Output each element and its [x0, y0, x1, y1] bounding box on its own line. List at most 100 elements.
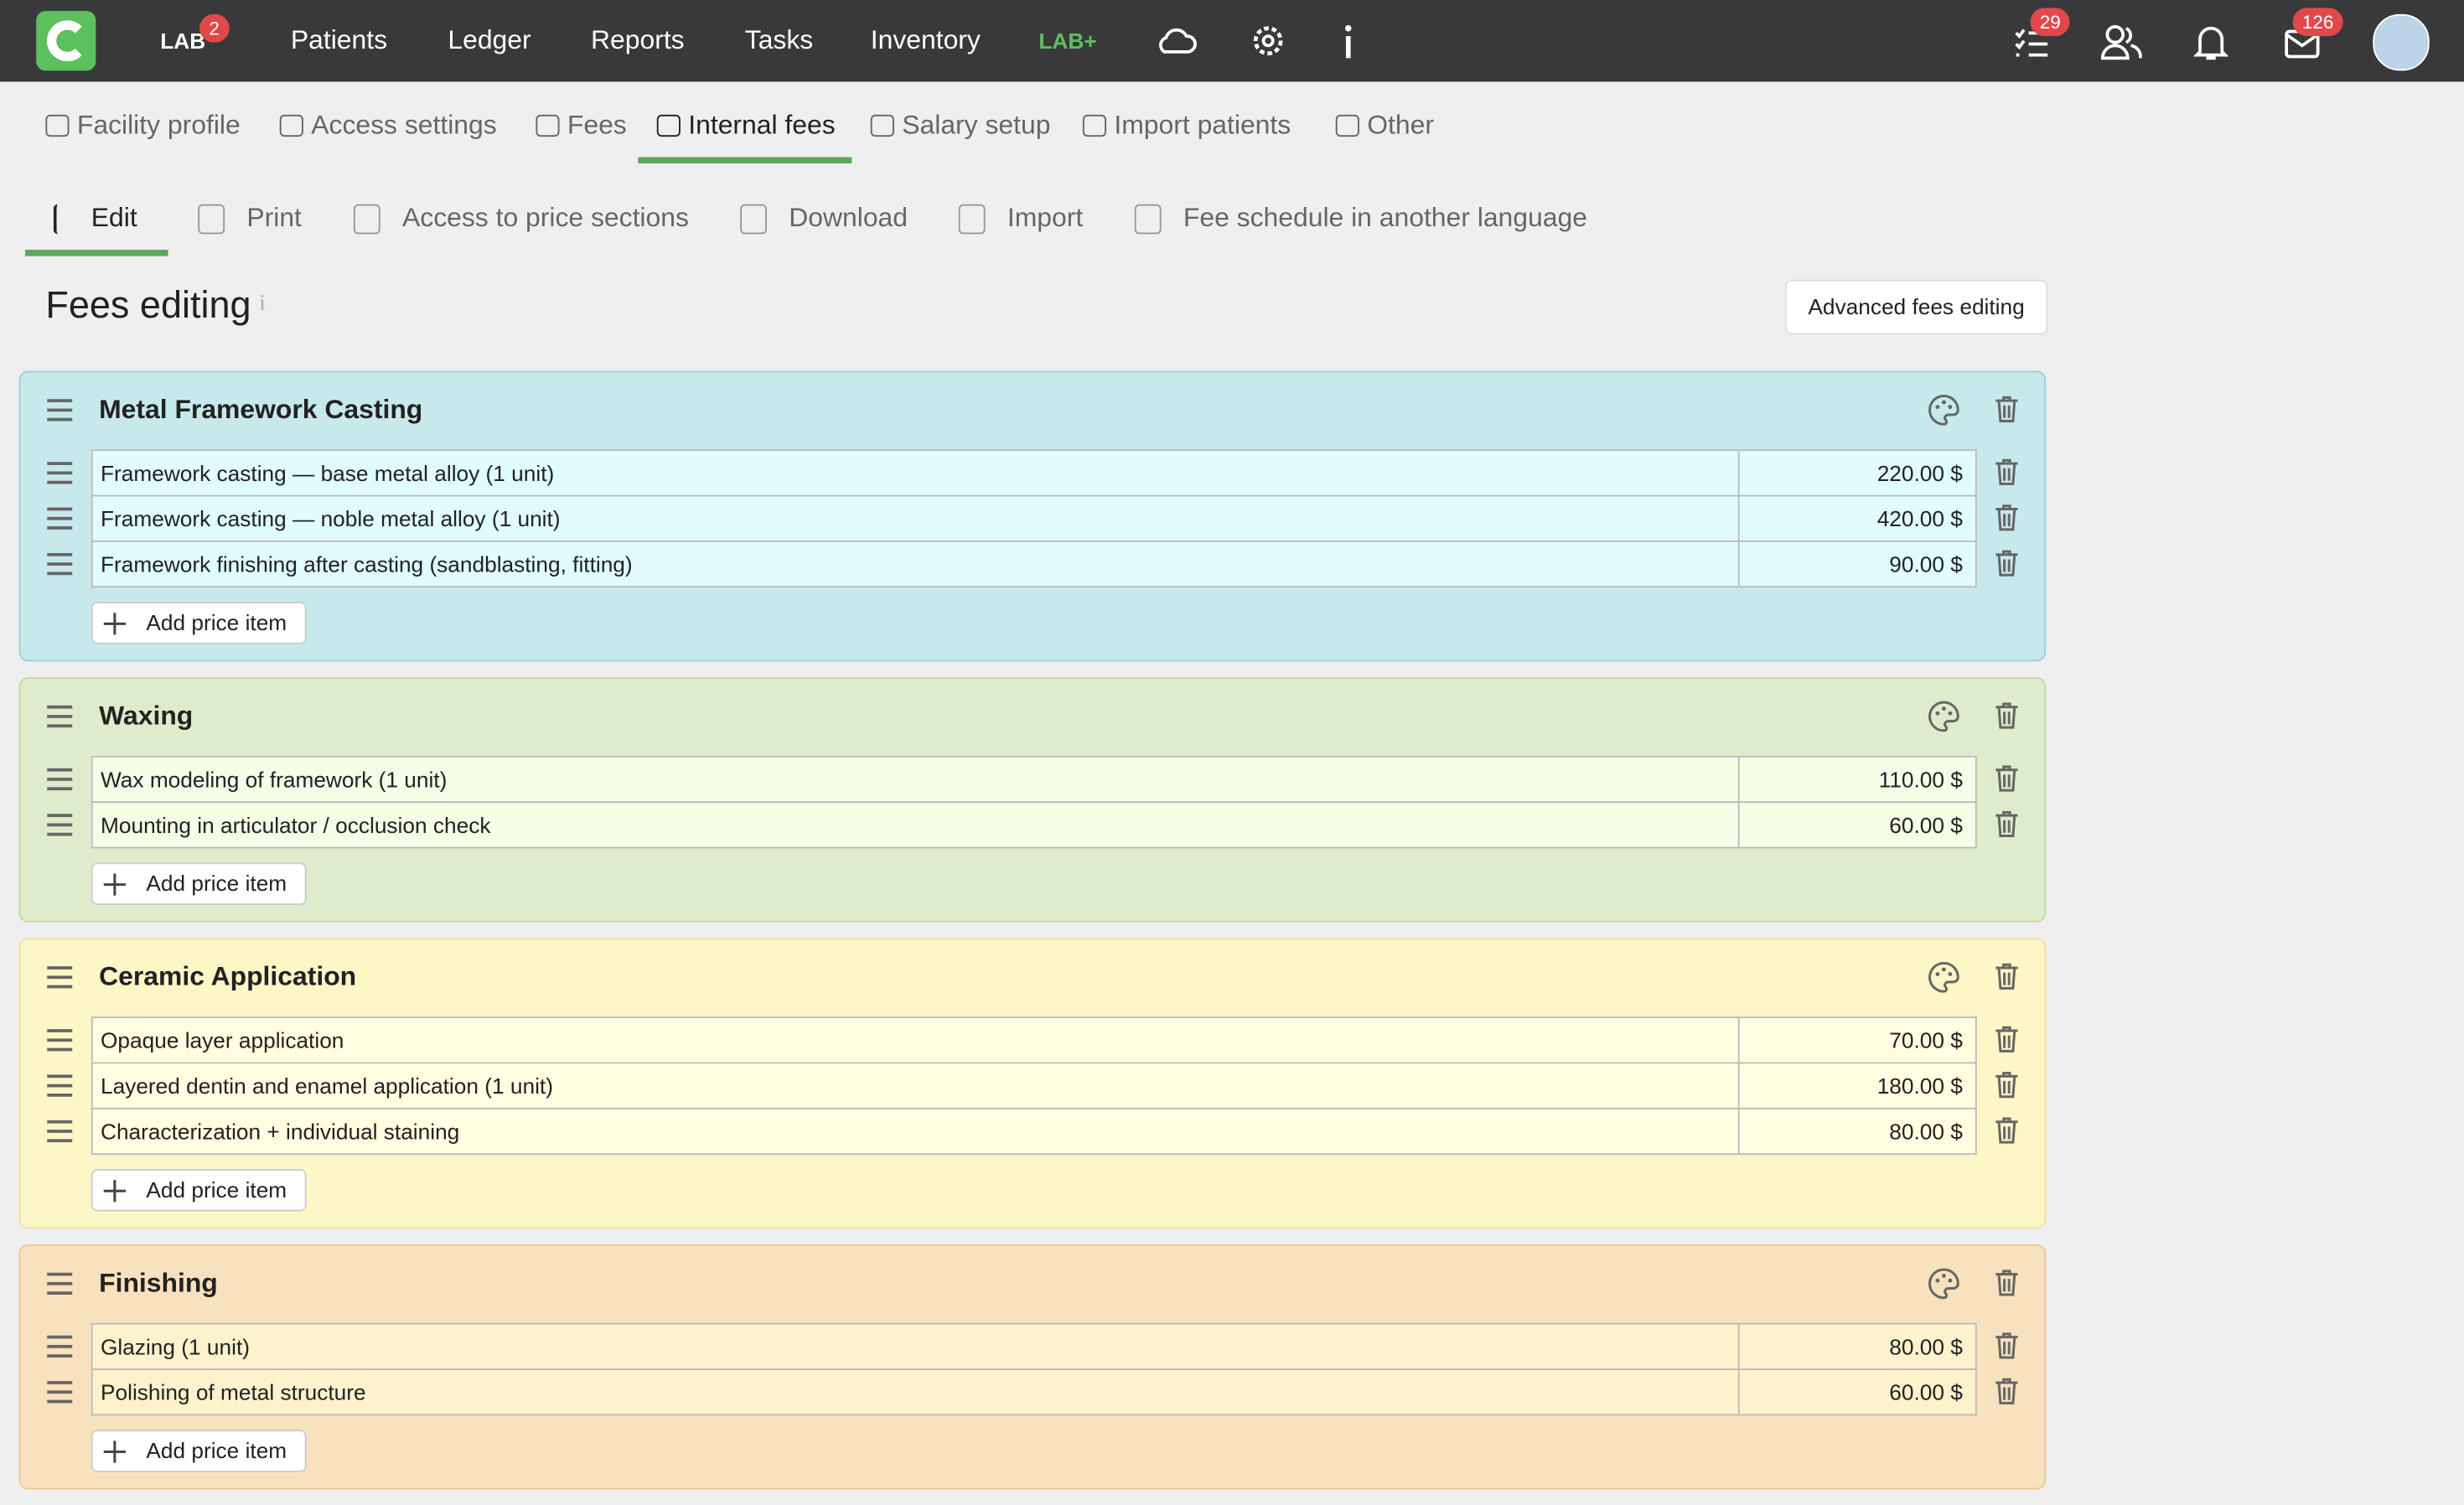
bell-icon[interactable] [2193, 23, 2228, 61]
add-price-item[interactable]: Add price item [91, 1169, 307, 1212]
price-row[interactable]: Wax modeling of framework (1 unit) 110.00… [91, 755, 1977, 804]
price-row[interactable]: Glazing (1 unit) 80.00 $ [91, 1322, 1977, 1370]
drag-handle [47, 399, 73, 422]
tab-icon [279, 114, 303, 137]
price-row[interactable]: Mounting in articulator / occlusion chec… [91, 801, 1977, 849]
delete-item [1996, 504, 2018, 531]
settings-tab[interactable]: Import patients [1082, 110, 1292, 142]
tab-label: Import patients [1114, 110, 1292, 140]
nav-item[interactable]: Patients [290, 25, 388, 55]
price-row[interactable]: Characterization + individual staining 80… [91, 1107, 1977, 1156]
tab-icon [45, 114, 70, 137]
avatar[interactable] [2373, 13, 2430, 71]
badge: 29 [2030, 8, 2071, 37]
settings-tab[interactable]: Access settings [279, 110, 497, 142]
palette-icon [1928, 961, 1959, 993]
nav-item[interactable]: Reports [591, 25, 685, 55]
drag-handle [47, 966, 73, 989]
badge: 126 [2292, 8, 2343, 37]
toolbar-tab[interactable]: Edit [53, 202, 137, 235]
tab-icon [1082, 114, 1106, 137]
item-price: 420.00 $ [1876, 505, 1963, 531]
tool-icon [198, 203, 225, 234]
item-name: Framework casting — noble metal alloy (1… [101, 505, 561, 531]
drag-handle [47, 1120, 73, 1143]
item-price: 60.00 $ [1889, 1379, 1963, 1405]
drag-handle [47, 1335, 73, 1358]
settings-tab[interactable]: Salary setup [870, 110, 1050, 142]
add-price-item[interactable]: Add price item [91, 602, 307, 644]
settings-tab[interactable]: Internal fees [656, 110, 836, 142]
item-name: Characterization + individual staining [101, 1119, 460, 1144]
add-price-item[interactable]: Add price item [91, 862, 307, 905]
price-row[interactable]: Opaque layer application 70.00 $ [91, 1016, 1977, 1064]
add-label: Add price item [146, 609, 287, 635]
toolbar-tab[interactable]: Import [958, 202, 1084, 235]
drag-handle [47, 1074, 73, 1097]
active-underline [638, 157, 852, 163]
add-label: Add price item [146, 870, 287, 896]
patients-icon[interactable] [2099, 23, 2144, 61]
tool-icon [53, 203, 70, 234]
item-price: 110.00 $ [1878, 767, 1963, 792]
item-price: 220.00 $ [1876, 460, 1963, 486]
price-row[interactable]: Framework casting — noble metal alloy (1… [91, 494, 1977, 542]
lab-switch[interactable]: LAB [160, 28, 206, 54]
toolbar-tab[interactable]: Access to price sections [353, 203, 689, 235]
tool-label: Download [789, 202, 908, 233]
tool-label: Fee schedule in another language [1183, 202, 1587, 233]
lab-plus[interactable]: LAB+ [1038, 28, 1097, 54]
cloud-icon[interactable] [1153, 22, 1198, 59]
plus-icon [103, 613, 126, 635]
nav-item[interactable]: Inventory [870, 25, 981, 55]
tool-label: Import [1007, 202, 1084, 233]
delete-item [1996, 1378, 2018, 1404]
info-icon[interactable] [1339, 23, 1359, 61]
settings-icon[interactable] [1251, 23, 1286, 58]
tab-label: Internal fees [688, 110, 836, 140]
tab-icon [1335, 114, 1359, 137]
settings-tab[interactable]: Fees [536, 110, 627, 142]
info-hint[interactable]: i [259, 292, 266, 316]
tool-label: Print [246, 202, 302, 233]
item-name: Glazing (1 unit) [101, 1333, 251, 1359]
add-price-item[interactable]: Add price item [91, 1430, 307, 1472]
delete-item [1996, 1026, 2018, 1052]
price-row[interactable]: Framework casting — base metal alloy (1 … [91, 449, 1977, 497]
item-name: Framework casting — base metal alloy (1 … [101, 460, 555, 486]
price-row[interactable]: Framework finishing after casting (sandb… [91, 540, 1977, 588]
price-row[interactable]: Layered dentin and enamel application (1… [91, 1062, 1977, 1109]
drag-handle [47, 814, 73, 836]
fee-section: Finishing Glazing (1 unit) 80.00 $ Polishin… [18, 1244, 2047, 1490]
tab-icon [536, 114, 560, 137]
delete-section [1996, 396, 2018, 422]
tool-label: Edit [91, 202, 137, 233]
tool-icon [740, 203, 767, 234]
logo-mark [47, 20, 82, 62]
drag-handle [47, 1381, 73, 1404]
palette-icon [1928, 1268, 1959, 1300]
settings-tab[interactable]: Other [1335, 110, 1434, 142]
section-title: Ceramic Application [99, 961, 357, 992]
section-title: Finishing [99, 1268, 218, 1298]
settings-tab[interactable]: Facility profile [45, 110, 241, 142]
add-label: Add price item [146, 1437, 287, 1463]
item-name: Polishing of metal structure [101, 1379, 366, 1405]
toolbar-tab[interactable]: Fee schedule in another language [1134, 202, 1587, 235]
price-row[interactable]: Polishing of metal structure 60.00 $ [91, 1368, 1977, 1416]
toolbar-tab[interactable]: Print [198, 203, 302, 235]
item-name: Framework finishing after casting (sandb… [101, 551, 633, 577]
delete-item [1996, 458, 2018, 485]
advanced-button[interactable]: Advanced fees editing [1785, 279, 2048, 335]
logo[interactable] [36, 11, 96, 71]
drag-handle [47, 507, 73, 530]
nav-item[interactable]: Tasks [744, 25, 814, 55]
palette-icon [1928, 701, 1959, 732]
divider [1737, 496, 1740, 540]
item-price: 90.00 $ [1889, 551, 1963, 577]
delete-item [1996, 1072, 2018, 1099]
nav-item[interactable]: Ledger [448, 25, 531, 55]
toolbar-tab[interactable]: Download [740, 203, 908, 235]
tool-icon [958, 203, 986, 234]
delete-item [1996, 1117, 2018, 1144]
